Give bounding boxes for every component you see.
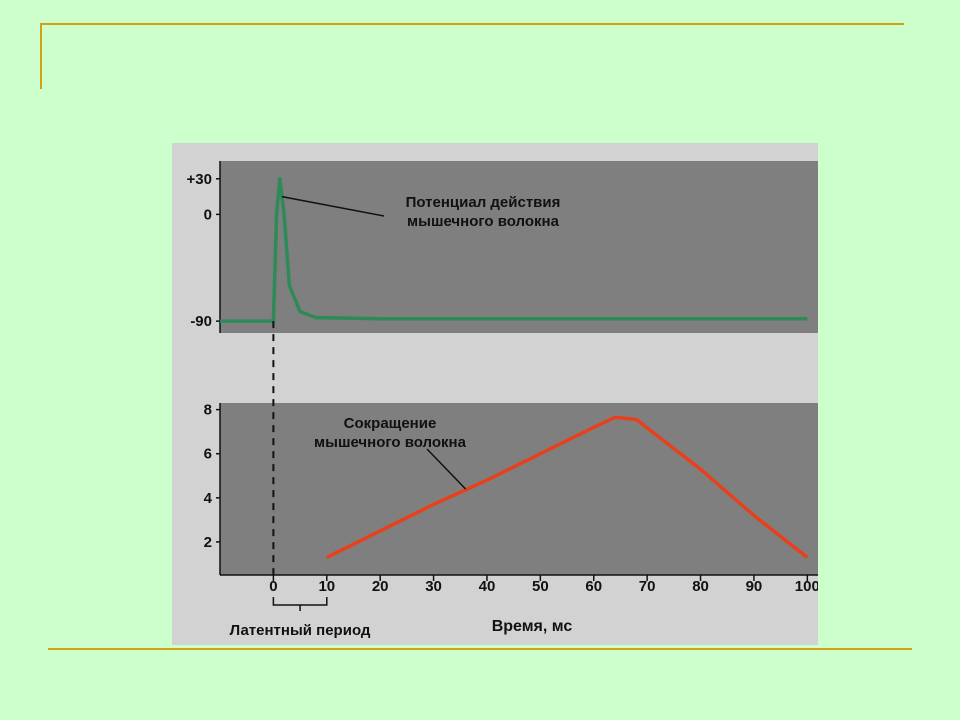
action-potential-chart: +30 0 -90 Потенциал действия мышечного вол… <box>187 161 818 333</box>
contraction-x-tick-label: 50 <box>532 578 549 595</box>
contraction-x-tick-label: 10 <box>318 578 335 595</box>
contraction-x-tick-label: 40 <box>479 578 496 595</box>
action-potential-plot-area <box>220 161 818 333</box>
contraction-y-tick-label: 4 <box>204 490 213 507</box>
action-potential-annotation-line1: Потенциал действия <box>406 194 561 211</box>
top-rule <box>40 23 904 25</box>
action-potential-leader-line <box>281 195 385 217</box>
contraction-x-tick-label: 20 <box>372 578 389 595</box>
action-potential-series-line <box>220 177 808 323</box>
contraction-x-tick-label: 70 <box>639 578 656 595</box>
x-axis-title: Время, мс <box>492 618 573 635</box>
contraction-series-line <box>326 415 809 559</box>
contraction-y-ticks: 8 6 4 2 <box>204 402 220 551</box>
contraction-chart: 8 6 4 2 0 10 20 30 40 50 60 70 80 90 100 Сокращение м… <box>204 402 818 639</box>
latent-period-label: Латентный период <box>230 622 371 639</box>
contraction-y-tick-label: 2 <box>204 534 212 551</box>
contraction-x-tick-label: 0 <box>269 578 277 595</box>
left-rule <box>40 23 42 89</box>
action-potential-y-tick-label: 0 <box>204 206 212 223</box>
contraction-x-tick-label: 100 <box>795 578 818 595</box>
action-potential-y-tick-label: +30 <box>187 171 212 188</box>
action-potential-y-tick-label: -90 <box>190 313 212 330</box>
bottom-rule <box>48 648 912 650</box>
contraction-x-tick-label: 80 <box>692 578 709 595</box>
action-potential-y-ticks: +30 0 -90 <box>187 171 220 330</box>
physiology-figure: +30 0 -90 Потенциал действия мышечного вол… <box>172 143 818 645</box>
action-potential-annotation-line2: мышечного волокна <box>407 213 560 230</box>
contraction-plot-area <box>220 403 818 575</box>
latent-period-bracket <box>272 597 328 611</box>
contraction-x-ticks: 0 10 20 30 40 50 60 70 80 90 100 <box>269 575 818 595</box>
contraction-y-tick-label: 6 <box>204 446 212 463</box>
contraction-annotation-line1: Сокращение <box>344 415 437 432</box>
contraction-annotation-line2: мышечного волокна <box>314 434 467 451</box>
contraction-y-tick-label: 8 <box>204 402 212 419</box>
contraction-x-tick-label: 60 <box>585 578 602 595</box>
contraction-x-tick-label: 90 <box>746 578 763 595</box>
contraction-x-tick-label: 30 <box>425 578 442 595</box>
contraction-leader-line <box>426 448 467 490</box>
